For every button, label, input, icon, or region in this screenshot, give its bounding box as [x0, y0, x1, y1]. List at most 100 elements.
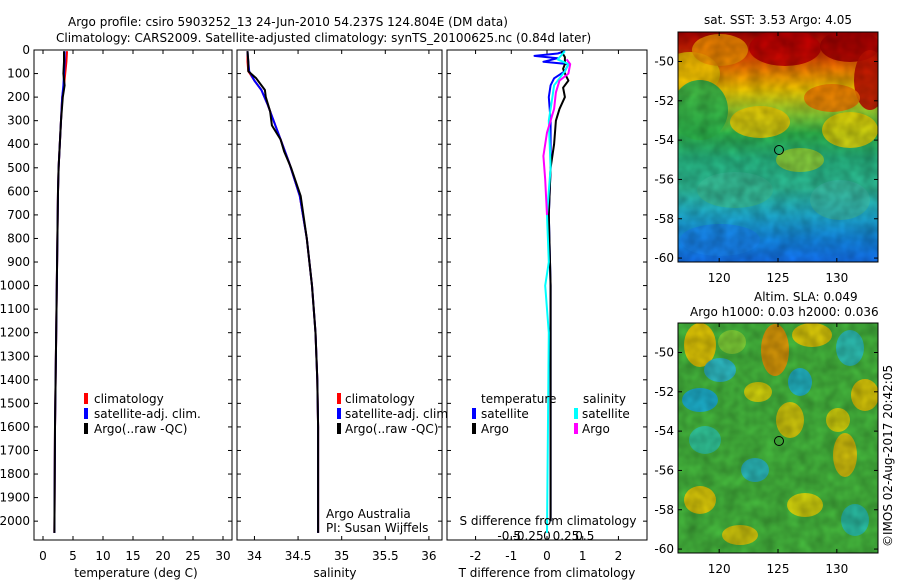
lat-tick-label: -58	[654, 503, 674, 517]
lat-tick-label: -54	[654, 424, 674, 438]
x-tick-label: 34.5	[285, 549, 312, 563]
s-tick-label: 0	[543, 529, 551, 543]
x-tick-label: -2	[470, 549, 482, 563]
series-line-temperature-argo	[547, 50, 570, 522]
legend-label-argo: Argo(..raw -QC)	[345, 422, 438, 436]
sst-field	[678, 32, 878, 262]
depth-tick-label: 400	[7, 137, 30, 151]
legend-label-s-satellite: satellite	[582, 407, 630, 421]
lon-tick-label: 120	[708, 562, 731, 576]
legend-swatch-climatology	[84, 393, 88, 404]
legend-label-satellite: satellite-adj. clim.	[345, 407, 452, 421]
depth-tick-label: 1500	[0, 396, 30, 410]
legend-title-salinity: salinity	[583, 392, 626, 406]
sla-map-title: Altim. SLA: 0.049	[754, 290, 858, 304]
salinity-axes-frame	[236, 49, 443, 541]
lon-tick-label: 125	[767, 271, 790, 285]
depth-tick-label: 1000	[0, 279, 30, 293]
depth-tick-label: 1400	[0, 373, 30, 387]
x-tick-label: 30	[215, 549, 230, 563]
sla-map-subtitle: Argo h1000: 0.03 h2000: 0.036	[690, 305, 879, 319]
temperature-panel: 0100200300400500600700800900100011001200…	[0, 43, 233, 580]
sla-argo-location-marker	[774, 436, 784, 446]
x-tick-label: 25	[185, 549, 200, 563]
difference-depth-ticks	[447, 49, 647, 522]
legend-label-t-argo: Argo	[481, 422, 509, 436]
x-tick-label: 0	[39, 549, 47, 563]
sla-map-ticks: 120 125 130 -50 -52 -54 -56 -58 -60	[654, 323, 878, 576]
x-tick-label: 2	[615, 549, 623, 563]
series-line-salinity-argo	[542, 58, 572, 215]
legend-swatch-t-satellite	[472, 408, 476, 419]
lon-tick-label: 130	[825, 271, 848, 285]
depth-tick-label: 200	[7, 90, 30, 104]
depth-ticks: 0 100 200 300 400 500 600 700 800 900 1000 1100 1200…	[0, 43, 232, 528]
depth-tick-label: 100	[7, 67, 30, 81]
s-tick-label: 0.25	[553, 529, 580, 543]
difference-lines	[533, 50, 572, 533]
lat-tick-label: -50	[654, 54, 674, 68]
depth-tick-label: 1900	[0, 491, 30, 505]
legend-swatch-t-argo	[472, 423, 476, 434]
depth-tick-label: 1700	[0, 443, 30, 457]
legend-label-satellite: satellite-adj. clim.	[94, 407, 201, 421]
salinity-panel: 34 34.5 35 35.5 36 salinity climatology sate…	[236, 49, 452, 580]
credit-line-1: Argo Australia	[326, 507, 411, 521]
legend-swatch-argo	[337, 423, 341, 434]
depth-tick-label: 900	[7, 255, 30, 269]
lon-tick-label: 120	[708, 271, 731, 285]
s-tick-label: 0.5	[575, 529, 594, 543]
depth-tick-label: 800	[7, 231, 30, 245]
lat-tick-label: -60	[654, 542, 674, 556]
temperature-xlabel: temperature (deg C)	[74, 566, 197, 580]
title-line-2: Climatology: CARS2009. Satellite-adjuste…	[56, 31, 591, 45]
x-tick-label: 0	[543, 549, 551, 563]
x-tick-label: 34	[247, 549, 262, 563]
salinity-xlabel: salinity	[313, 566, 356, 580]
legend-swatch-satellite	[337, 408, 341, 419]
temperature-legend: climatology satellite-adj. clim. Argo(..…	[84, 392, 201, 436]
lat-tick-label: -50	[654, 345, 674, 359]
x-tick-label: -1	[505, 549, 517, 563]
temperature-ticks: 0 5 10 15 20 25 30	[39, 50, 231, 563]
depth-tick-label: 700	[7, 208, 30, 222]
difference-ticks: -2 -1 0 1 2-0.5-0.25 0 0.250.5	[470, 50, 623, 563]
temperature-lines	[53, 51, 68, 533]
legend-swatch-climatology	[337, 393, 341, 404]
s-tick-label: -0.5	[497, 529, 520, 543]
legend-label-climatology: climatology	[345, 392, 415, 406]
x-tick-label: 36	[421, 549, 436, 563]
x-tick-label: 20	[155, 549, 170, 563]
depth-tick-label: 500	[7, 161, 30, 175]
credit-line-2: PI: Susan Wijffels	[326, 521, 428, 535]
x-tick-label: 35	[334, 549, 349, 563]
salinity-lines	[246, 51, 320, 533]
s-tick-label: -0.25	[513, 529, 544, 543]
depth-tick-label: 0	[22, 43, 30, 57]
lon-tick-label: 125	[767, 562, 790, 576]
depth-tick-label: 1600	[0, 420, 30, 434]
depth-tick-label: 1800	[0, 467, 30, 481]
x-tick-label: 1	[579, 549, 587, 563]
lat-tick-label: -60	[654, 251, 674, 265]
s-difference-label: S difference from climatology	[460, 514, 637, 528]
legend-label-argo: Argo(..raw -QC)	[94, 422, 187, 436]
depth-tick-label: 600	[7, 184, 30, 198]
depth-tick-label: 1200	[0, 326, 30, 340]
depth-tick-label: 2000	[0, 514, 30, 528]
copyright-stamp: ©IMOS 02-Aug-2017 20:42:05	[881, 365, 895, 547]
sla-map: Altim. SLA: 0.049 Argo h1000: 0.03 h2000…	[654, 290, 879, 576]
legend-swatch-argo	[84, 423, 88, 434]
lat-tick-label: -56	[654, 463, 674, 477]
series-line-salinity-satellite	[544, 50, 570, 533]
series-line-argo-raw-qc-	[246, 51, 320, 533]
difference-legend: temperature salinity satellite Argo sate…	[472, 392, 630, 436]
lat-tick-label: -58	[654, 212, 674, 226]
lon-tick-label: 130	[825, 562, 848, 576]
title-line-1: Argo profile: csiro 5903252_13 24-Jun-20…	[68, 15, 508, 29]
lat-tick-label: -52	[654, 94, 674, 108]
salinity-depth-ticks	[237, 49, 442, 522]
legend-swatch-s-satellite	[574, 408, 578, 419]
